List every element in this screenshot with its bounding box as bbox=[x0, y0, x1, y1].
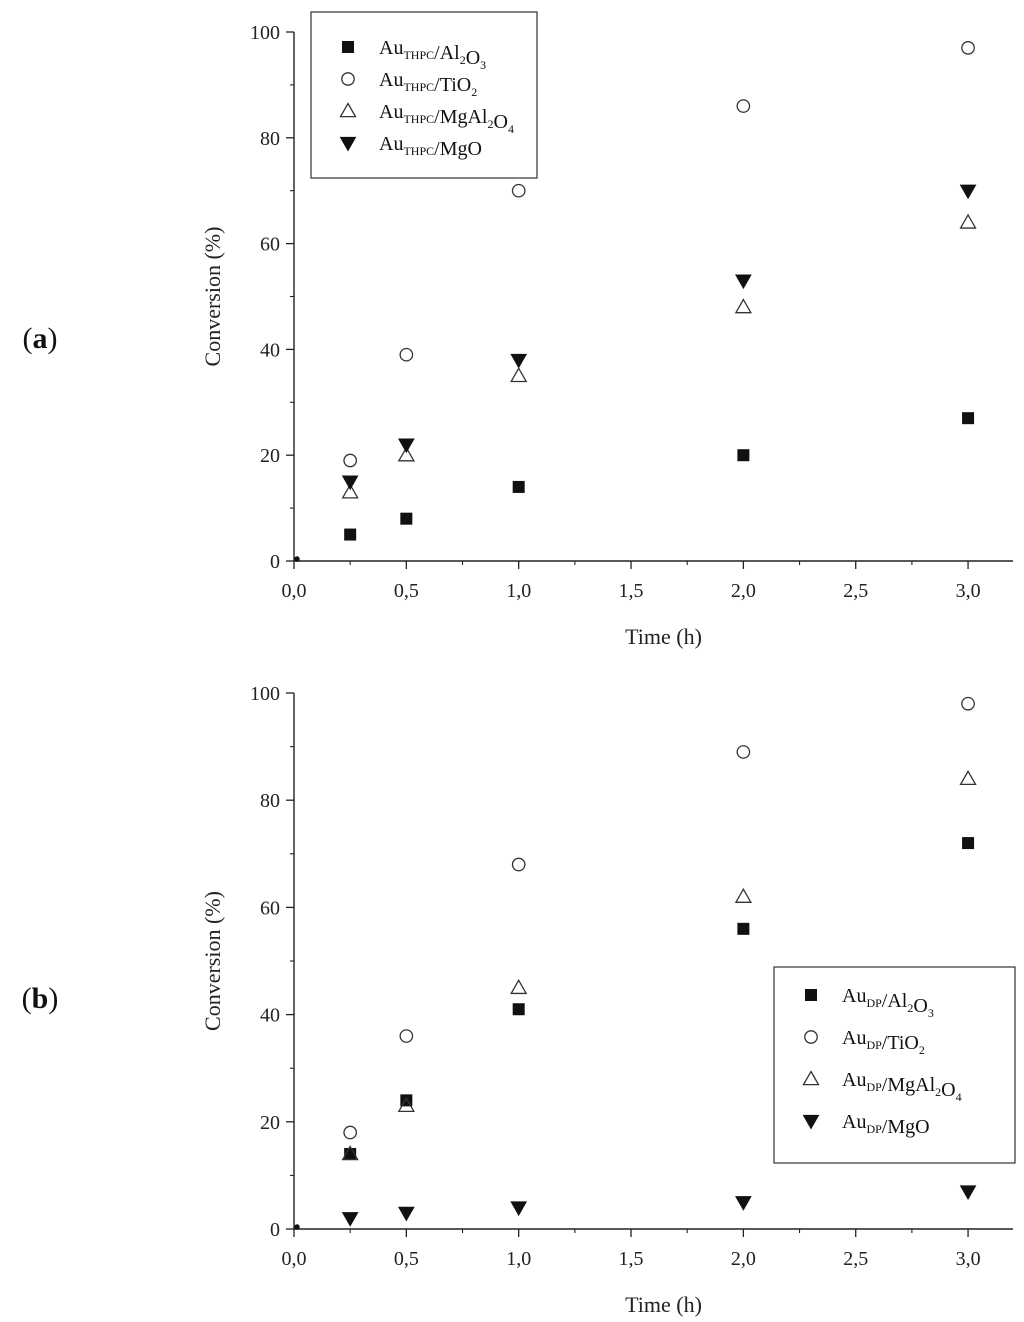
x-tick-label: 2,5 bbox=[843, 580, 868, 602]
x-tick-label: 1,0 bbox=[506, 1248, 531, 1270]
data-point bbox=[341, 475, 359, 491]
legend-marker bbox=[342, 41, 354, 53]
x-tick-label: 2,5 bbox=[843, 1248, 868, 1270]
panel-label: (a) bbox=[23, 322, 58, 355]
y-axis-title: Conversion (%) bbox=[200, 227, 225, 367]
x-axis-title: Time (h) bbox=[625, 1292, 702, 1317]
data-point bbox=[400, 512, 413, 525]
data-point bbox=[511, 857, 526, 872]
legend-marker bbox=[341, 72, 355, 86]
x-tick-label: 1,5 bbox=[619, 1248, 644, 1270]
x-tick-label: 3,0 bbox=[956, 580, 981, 602]
y-tick-label: 20 bbox=[260, 1112, 280, 1134]
data-point bbox=[510, 353, 528, 369]
data-point bbox=[959, 213, 977, 229]
chart-panel-a: (a) 0 20 40 60 80 100 0,0 0,5 1,0 1,5 2,0 2,5 3,0 Time… bbox=[23, 11, 1013, 649]
legend-marker bbox=[339, 136, 357, 152]
x-tick-label: 0,5 bbox=[394, 580, 419, 602]
data-point bbox=[734, 298, 752, 314]
y-tick-label: 80 bbox=[260, 128, 280, 150]
data-point-origin bbox=[294, 1224, 300, 1230]
series-2 bbox=[294, 213, 977, 562]
data-point bbox=[959, 769, 977, 786]
data-point bbox=[400, 1094, 413, 1107]
data-point bbox=[397, 1206, 415, 1222]
legend-entry: AuTHPC/TiO2 bbox=[379, 69, 477, 99]
y-tick-label: 80 bbox=[260, 790, 280, 812]
y-tick-label: 100 bbox=[250, 22, 280, 44]
chart-panel-b: (b) 0 20 40 60 80 100 0,0 0,5 1,0 1,5 2,0 2,5 3,0 Time… bbox=[22, 683, 1016, 1317]
data-point bbox=[510, 367, 528, 383]
legend-entry: AuTHPC/Al2O3 bbox=[379, 37, 486, 72]
series-0 bbox=[294, 412, 975, 562]
y-tick-label: 100 bbox=[250, 683, 280, 705]
data-point bbox=[734, 887, 752, 903]
y-axis-title: Conversion (%) bbox=[200, 891, 225, 1031]
x-tick-label: 0,0 bbox=[282, 580, 307, 602]
legend-marker bbox=[805, 989, 817, 1001]
data-point bbox=[344, 528, 357, 541]
x-tick-label: 1,0 bbox=[506, 580, 531, 602]
legend: AuDP/Al2O3 AuDP/TiO2 AuDP/MgAl2O4 AuDP/MgO bbox=[773, 966, 1016, 1164]
data-point bbox=[343, 1125, 358, 1140]
legend-marker bbox=[802, 1070, 820, 1086]
data-point bbox=[961, 41, 975, 55]
x-tick-label: 2,0 bbox=[731, 580, 756, 602]
data-point bbox=[736, 99, 751, 113]
data-point bbox=[397, 446, 415, 462]
data-point-origin bbox=[294, 556, 300, 562]
data-point bbox=[962, 837, 975, 850]
legend-marker bbox=[804, 1030, 818, 1044]
data-point bbox=[512, 1003, 525, 1016]
legend-entry: AuTHPC/MgAl2O4 bbox=[379, 101, 514, 136]
series-3 bbox=[294, 1185, 977, 1230]
x-tick-label: 0,5 bbox=[394, 1248, 419, 1270]
x-tick-label: 0,0 bbox=[282, 1248, 307, 1270]
data-point bbox=[737, 449, 750, 462]
panel-label: (b) bbox=[22, 982, 59, 1015]
data-point bbox=[510, 1201, 528, 1217]
y-tick-label: 60 bbox=[260, 234, 280, 256]
data-point bbox=[737, 922, 750, 935]
x-tick-label: 2,0 bbox=[731, 1248, 756, 1270]
data-point bbox=[341, 483, 359, 499]
legend-marker bbox=[339, 102, 357, 118]
x-tick-label: 1,5 bbox=[619, 580, 644, 602]
y-tick-label: 40 bbox=[260, 1005, 280, 1027]
data-point bbox=[961, 696, 975, 711]
data-point bbox=[343, 453, 358, 468]
series-3 bbox=[294, 184, 977, 562]
data-point bbox=[735, 274, 752, 290]
legend-entry: AuDP/MgO bbox=[842, 1111, 930, 1138]
data-point bbox=[397, 438, 415, 454]
legend-entry: AuDP/Al2O3 bbox=[842, 985, 934, 1020]
legend-entry: AuDP/TiO2 bbox=[842, 1027, 925, 1057]
y-tick-label: 0 bbox=[270, 551, 280, 573]
data-point bbox=[399, 1029, 414, 1043]
data-point bbox=[510, 978, 528, 995]
data-point bbox=[512, 480, 525, 493]
data-point bbox=[511, 183, 526, 198]
y-tick-label: 40 bbox=[260, 339, 280, 361]
data-point bbox=[962, 412, 975, 425]
y-tick-label: 60 bbox=[260, 897, 280, 919]
legend-entry: AuDP/MgAl2O4 bbox=[842, 1069, 962, 1104]
data-point bbox=[341, 1212, 359, 1227]
data-point bbox=[341, 1145, 359, 1161]
data-point bbox=[959, 184, 977, 200]
data-point bbox=[399, 347, 414, 362]
data-point bbox=[735, 1196, 752, 1211]
x-tick-label: 3,0 bbox=[956, 1248, 981, 1270]
legend-entry: AuTHPC/MgO bbox=[379, 133, 482, 160]
data-point bbox=[397, 1096, 415, 1112]
data-point bbox=[959, 1185, 977, 1200]
data-point bbox=[736, 745, 751, 759]
x-axis-title: Time (h) bbox=[625, 624, 702, 649]
legend: AuTHPC/Al2O3AuTHPC/TiO2AuTHPC/MgAl2O4AuT… bbox=[310, 11, 538, 179]
y-tick-label: 0 bbox=[270, 1219, 280, 1241]
y-tick-label: 20 bbox=[260, 445, 280, 467]
legend-marker bbox=[802, 1114, 820, 1130]
